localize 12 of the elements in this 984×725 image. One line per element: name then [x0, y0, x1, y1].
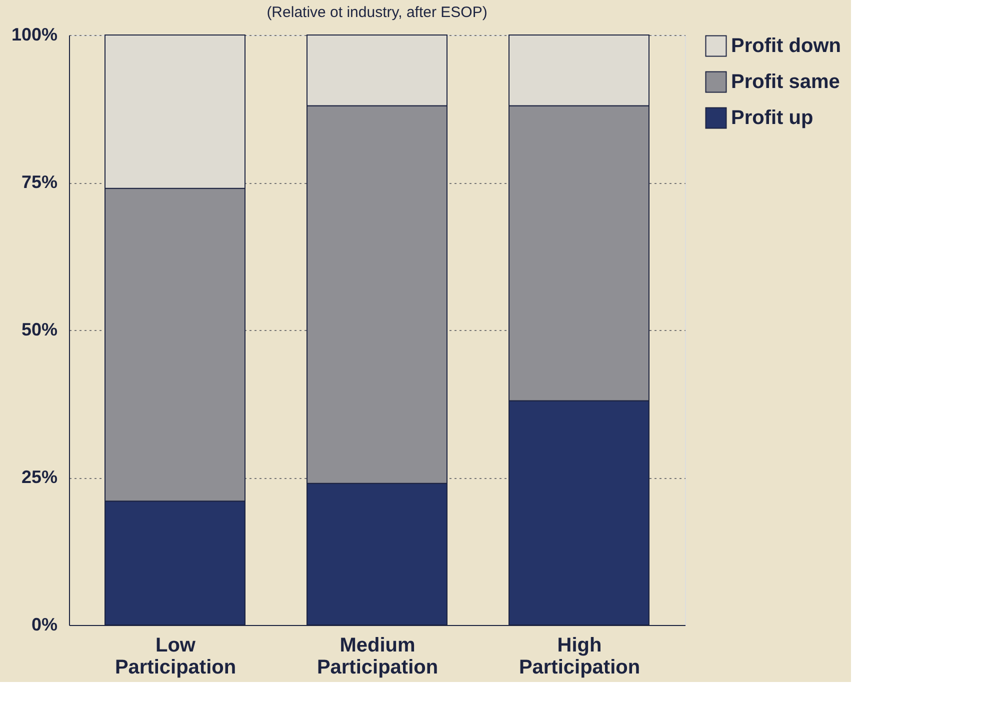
legend-label: Profit down	[731, 35, 841, 57]
y-tick-label: 100%	[11, 24, 58, 44]
x-tick-label: High Participation	[518, 634, 640, 678]
y-tick-label: 0%	[31, 614, 58, 634]
legend-label: Profit up	[731, 107, 814, 129]
legend-label: Profit same	[731, 71, 840, 93]
y-tick-label: 25%	[21, 467, 58, 487]
x-tick-label: Low Participation	[114, 634, 236, 678]
y-tick-label: 75%	[21, 172, 58, 192]
y-tick-label: 50%	[21, 320, 58, 340]
chart-subtitle: (Relative ot industry, after ESOP)	[266, 4, 488, 21]
x-tick-label: Medium Participation	[316, 634, 438, 678]
